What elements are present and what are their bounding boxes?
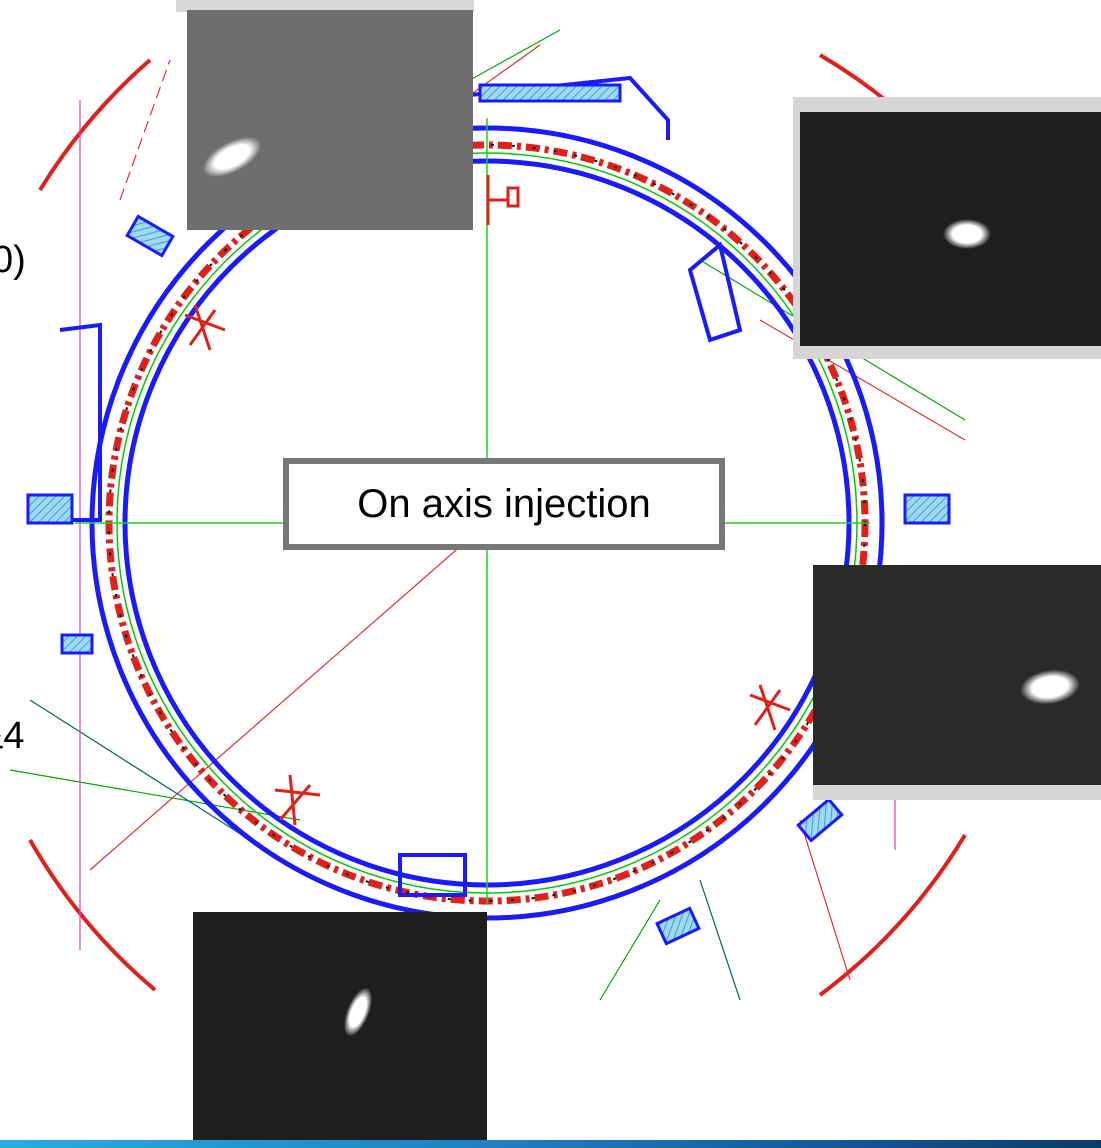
camera-image xyxy=(813,565,1101,800)
cut-text: &4 xyxy=(0,715,24,757)
camera-image xyxy=(176,0,474,230)
camera-image xyxy=(193,912,487,1142)
cut-text: 0) xyxy=(0,239,26,281)
label: On axis injection xyxy=(357,482,650,526)
page: 0) &4 On axis injection (() => { const d… xyxy=(0,0,1101,1148)
camera-image xyxy=(793,97,1101,359)
footer-bar xyxy=(0,1140,1101,1148)
slide: 0) &4 On axis injection xyxy=(0,0,1101,1148)
